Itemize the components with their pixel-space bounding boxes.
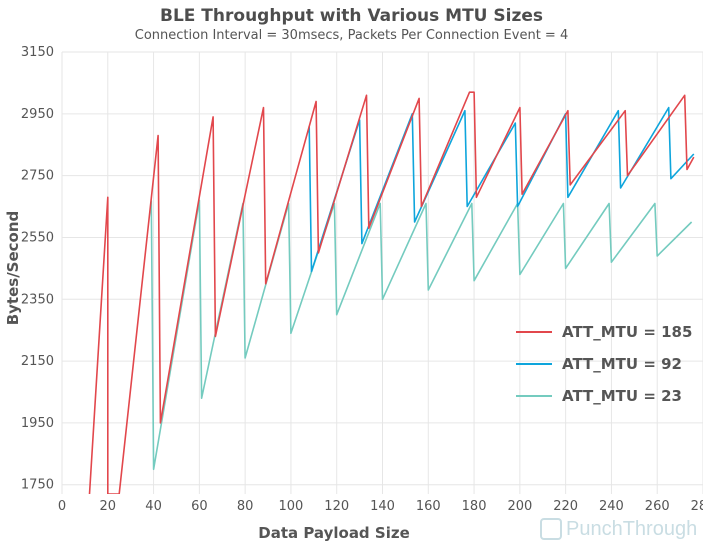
- x-tick-label: 260: [645, 499, 670, 514]
- series-line-mtu92: [308, 106, 695, 273]
- x-tick-label: 220: [553, 499, 578, 514]
- watermark-text: PunchThrough: [566, 518, 698, 540]
- y-tick-label: 2550: [21, 230, 54, 245]
- x-tick-label: 200: [507, 499, 532, 514]
- chart-title: BLE Throughput with Various MTU Sizes: [159, 6, 544, 26]
- x-tick-label: 100: [279, 499, 304, 514]
- punchthrough-logo-icon: [540, 518, 562, 540]
- y-tick-label: 2950: [21, 107, 54, 122]
- series-lines: [88, 91, 695, 494]
- x-tick-label: 180: [462, 499, 487, 514]
- legend-label-mtu185: ATT_MTU = 185: [562, 323, 692, 341]
- y-tick-label: 3150: [21, 45, 54, 60]
- x-tick-label: 120: [324, 499, 349, 514]
- legend: ATT_MTU = 185 ATT_MTU = 92 ATT_MTU = 23: [516, 323, 692, 405]
- x-tick-label: 40: [145, 499, 162, 514]
- y-axis-title: Bytes/Second: [4, 211, 22, 326]
- x-tick-label: 280: [691, 499, 703, 514]
- legend-label-mtu92: ATT_MTU = 92: [562, 355, 682, 373]
- legend-label-mtu23: ATT_MTU = 23: [562, 387, 682, 405]
- axis-ticks: 0 20 40 60 80 100 120 140 160 180 200 220 240 260 280 3…: [21, 45, 703, 514]
- x-tick-label: 140: [370, 499, 395, 514]
- y-tick-label: 1950: [21, 416, 54, 431]
- punchthrough-watermark: PunchThrough: [540, 518, 697, 541]
- y-tick-label: 2750: [21, 169, 54, 184]
- series-line-mtu185: [88, 91, 695, 494]
- x-tick-label: 60: [191, 499, 208, 514]
- y-tick-label: 2350: [21, 292, 54, 307]
- y-tick-label: 1750: [21, 478, 54, 493]
- x-tick-label: 80: [237, 499, 254, 514]
- x-tick-label: 160: [416, 499, 441, 514]
- chart-subtitle: Connection Interval = 30msecs, Packets P…: [134, 28, 569, 43]
- x-tick-label: 20: [100, 499, 117, 514]
- x-tick-label: 240: [599, 499, 624, 514]
- x-tick-label: 0: [58, 499, 66, 514]
- x-axis-title: Data Payload Size: [258, 524, 410, 542]
- y-tick-label: 2150: [21, 354, 54, 369]
